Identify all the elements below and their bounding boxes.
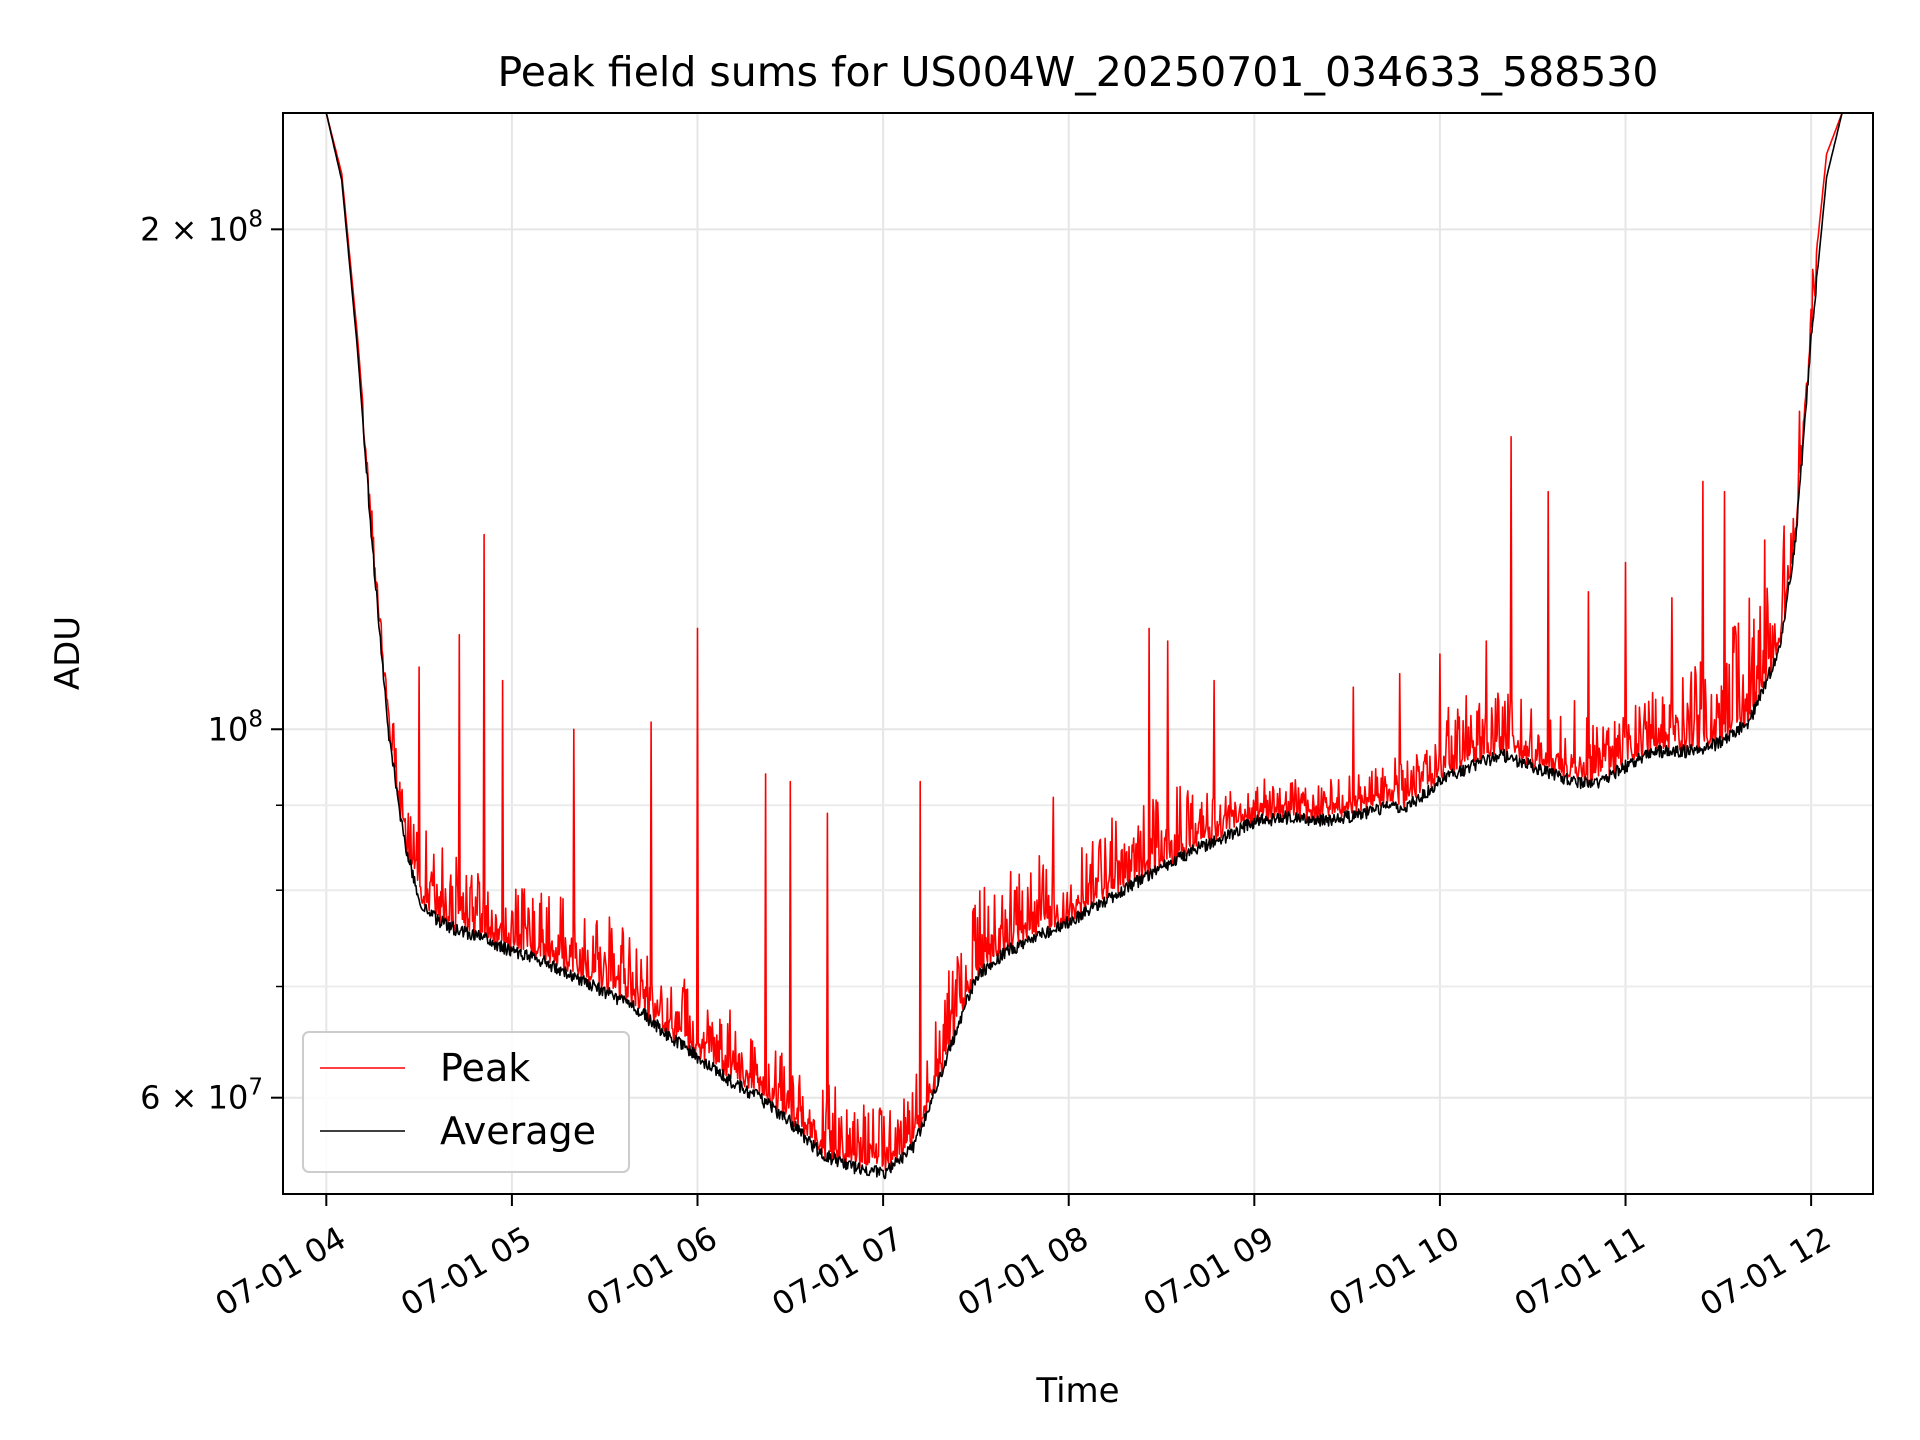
- peak-series-line: [325, 113, 1843, 1171]
- y-axis-label: ADU: [48, 616, 88, 690]
- x-axis-label: Time: [1035, 1371, 1119, 1411]
- chart-title: Peak field sums for US004W_20250701_0346…: [497, 48, 1658, 96]
- plot-frame: [282, 112, 1874, 1195]
- x-tick-label: 07-01 07: [766, 1219, 910, 1324]
- y-tick-label: 6 × 107: [140, 1075, 263, 1117]
- x-tick-label: 07-01 08: [951, 1219, 1095, 1324]
- x-axis-ticks: 07-01 04 07-01 05 07-01 06 07-01 07 07-01 08…: [209, 1194, 1837, 1324]
- x-tick-label: 07-01 12: [1694, 1219, 1838, 1324]
- x-tick-label: 07-01 10: [1322, 1219, 1466, 1324]
- legend: Peak Average: [302, 1031, 630, 1173]
- x-tick-label: 07-01 11: [1508, 1219, 1652, 1324]
- legend-box: [302, 1031, 630, 1173]
- legend-average-label: Average: [440, 1109, 596, 1153]
- series-layer: [325, 113, 1843, 1180]
- x-tick-label: 07-01 09: [1137, 1219, 1281, 1324]
- x-tick-label: 07-01 04: [209, 1219, 353, 1324]
- x-tick-label: 07-01 06: [580, 1219, 724, 1324]
- y-tick-label: 2 × 108: [140, 206, 263, 248]
- x-tick-label: 07-01 05: [394, 1219, 538, 1324]
- y-axis-ticks: 2 × 108 108 6 × 107: [140, 206, 283, 1117]
- y-tick-label: 108: [208, 706, 263, 748]
- average-series-line: [325, 113, 1843, 1180]
- legend-peak-label: Peak: [440, 1046, 530, 1090]
